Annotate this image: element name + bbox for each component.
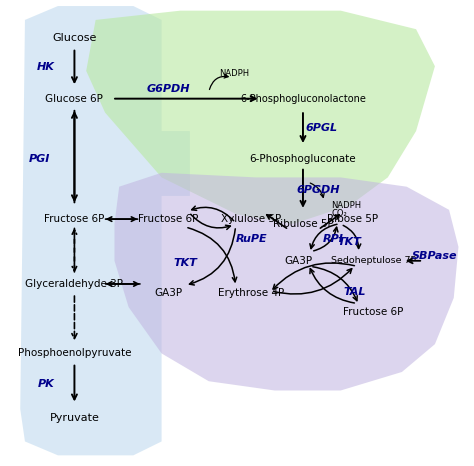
Text: NADPH: NADPH [331, 201, 361, 210]
Text: Phosphoenolpyruvate: Phosphoenolpyruvate [18, 349, 131, 358]
Text: Ribose 5P: Ribose 5P [327, 214, 378, 224]
Text: Fructose 6P: Fructose 6P [138, 214, 199, 224]
Text: GA3P: GA3P [155, 288, 183, 298]
Text: G6PDH: G6PDH [147, 84, 191, 95]
Polygon shape [20, 6, 190, 455]
Text: 6PGL: 6PGL [306, 123, 338, 133]
Text: Erythrose 4P: Erythrose 4P [218, 288, 284, 298]
Text: 6PGDH: 6PGDH [296, 185, 340, 195]
Text: Glucose 6P: Glucose 6P [46, 94, 103, 103]
Text: PGI: PGI [28, 154, 50, 164]
Text: Glucose: Glucose [52, 34, 97, 43]
Text: PK: PK [38, 379, 55, 390]
Text: CO₂: CO₂ [331, 209, 347, 218]
Polygon shape [86, 11, 435, 224]
Text: Sedoheptulose 7P: Sedoheptulose 7P [331, 256, 416, 265]
Text: 6-Phosphogluconolactone: 6-Phosphogluconolactone [240, 94, 366, 103]
Text: RuPE: RuPE [235, 234, 267, 244]
Text: HK: HK [37, 62, 55, 72]
Text: Fructose 6P: Fructose 6P [344, 307, 404, 317]
Text: NADPH: NADPH [219, 69, 250, 78]
Text: TKT: TKT [173, 258, 197, 268]
Text: Pyruvate: Pyruvate [49, 413, 100, 423]
Text: Fructose 6P: Fructose 6P [44, 214, 105, 224]
Text: TKT: TKT [337, 237, 361, 247]
Text: 6-Phosphogluconate: 6-Phosphogluconate [250, 154, 356, 164]
Text: RPI: RPI [323, 234, 344, 244]
Text: Xylulose 5P: Xylulose 5P [221, 214, 281, 224]
Text: Ribulose 5P: Ribulose 5P [273, 219, 333, 229]
Text: GA3P: GA3P [284, 256, 312, 266]
Text: Glyceraldehyde 3P: Glyceraldehyde 3P [26, 279, 123, 289]
Text: TAL: TAL [344, 288, 366, 297]
Text: SBPase: SBPase [412, 251, 458, 261]
Polygon shape [115, 173, 458, 391]
